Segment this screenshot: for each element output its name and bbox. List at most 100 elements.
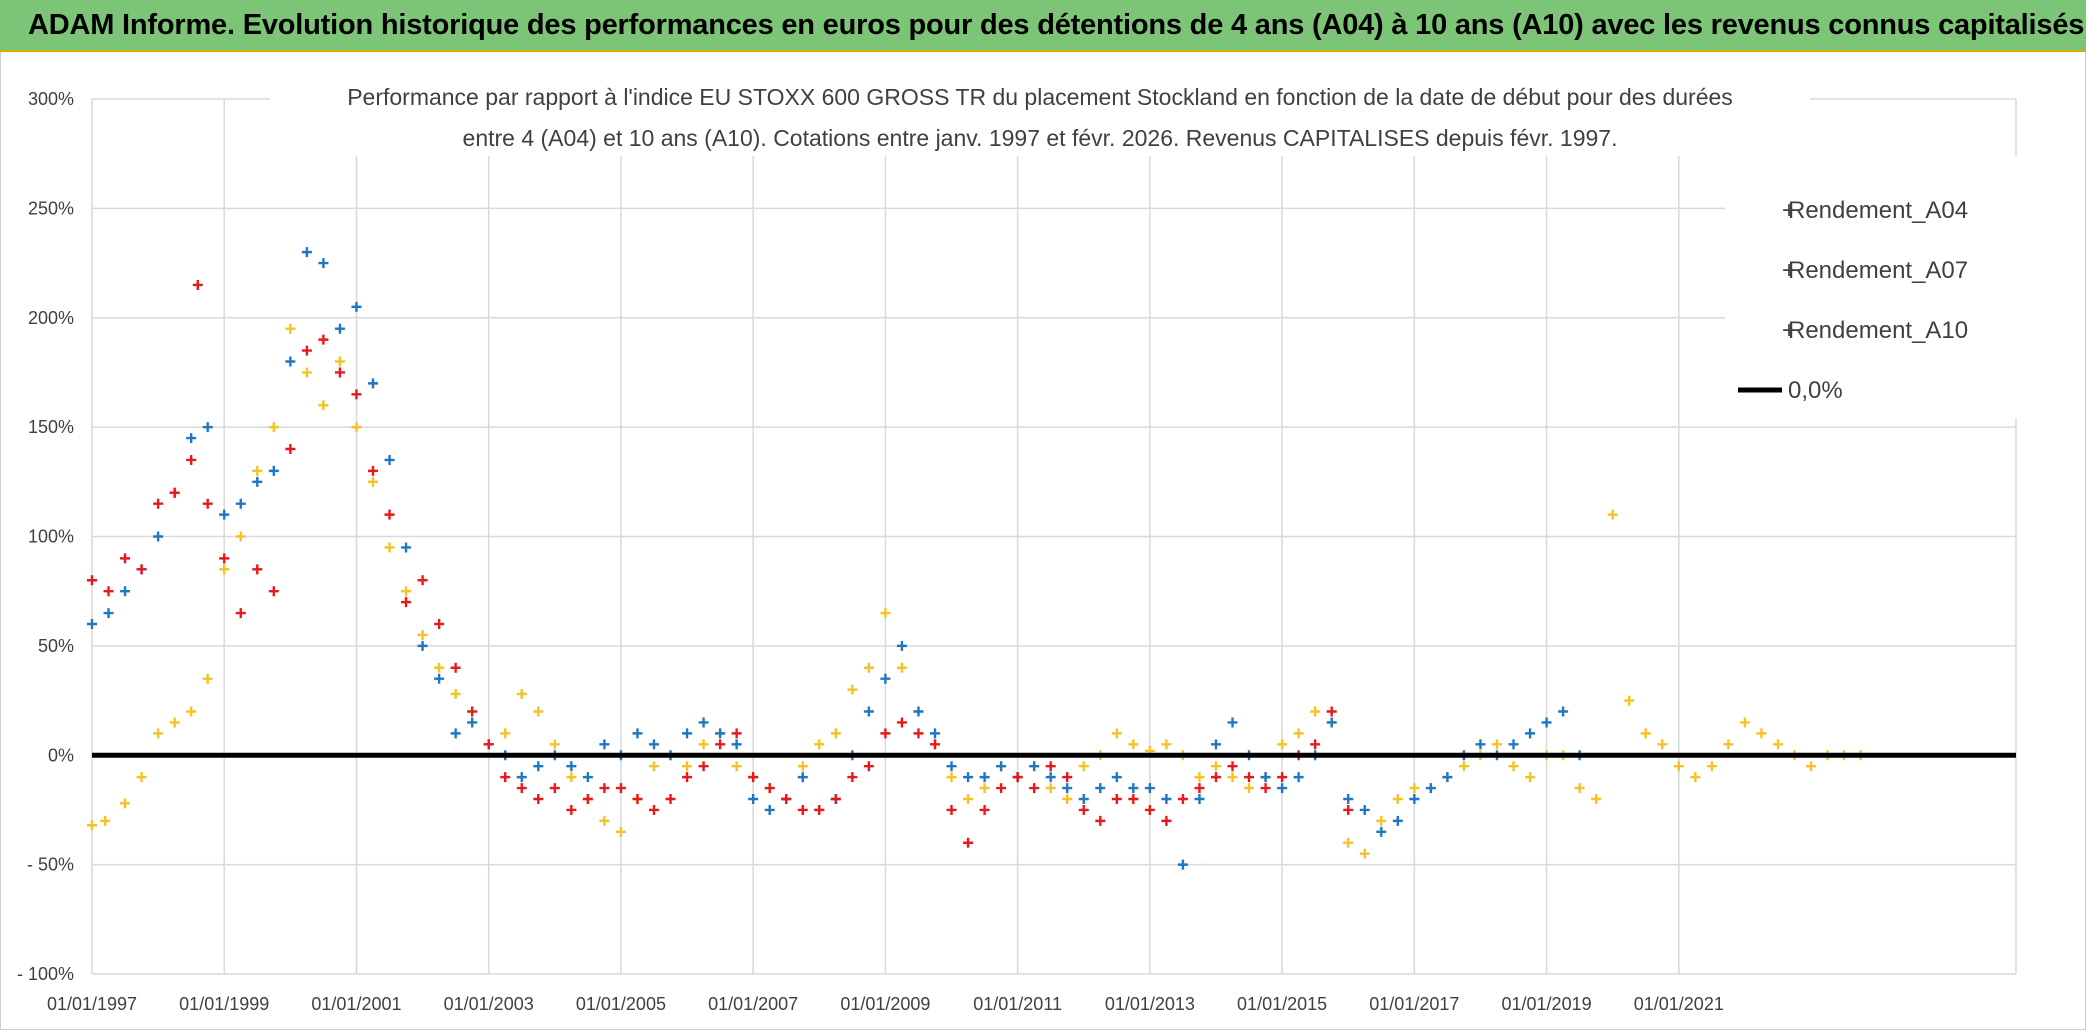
data-point (1508, 739, 1519, 750)
data-point (169, 717, 180, 728)
data-point (351, 422, 362, 433)
data-point (913, 706, 924, 717)
data-point (1491, 739, 1502, 750)
data-point (946, 772, 957, 783)
x-tick-label: 01/01/2005 (576, 994, 666, 1014)
data-point (516, 783, 527, 794)
data-point (615, 826, 626, 837)
data-point (1359, 848, 1370, 859)
data-point (219, 553, 230, 564)
data-point (863, 706, 874, 717)
page-title: ADAM Informe. Evolution historique des p… (28, 8, 2085, 41)
data-point (1177, 859, 1188, 870)
data-point (615, 783, 626, 794)
data-point (1111, 728, 1122, 739)
y-tick-label: - 100% (17, 964, 74, 984)
data-point (268, 465, 279, 476)
axis-layer: 300% 250% 200% 150% 100% 50% 0% - 50% - 100% 01/0… (17, 89, 1724, 1014)
legend-marker-a07: + (1782, 257, 1796, 284)
data-point (417, 640, 428, 651)
data-point (880, 728, 891, 739)
data-point (1525, 772, 1536, 783)
data-point (1508, 761, 1519, 772)
data-point (120, 586, 131, 597)
data-point (1591, 794, 1602, 804)
data-point (880, 673, 891, 684)
data-point (434, 619, 445, 629)
data-point (1062, 783, 1073, 794)
data-point (682, 761, 693, 772)
data-point (715, 739, 726, 750)
data-point (582, 772, 593, 783)
data-point (1607, 509, 1618, 520)
data-point (1343, 794, 1354, 804)
data-point (318, 334, 329, 345)
data-point (1111, 772, 1122, 783)
data-point (1045, 772, 1056, 783)
data-point (235, 608, 246, 619)
data-point (1227, 717, 1238, 728)
data-point (1128, 739, 1139, 750)
data-point (1078, 804, 1089, 815)
data-point (1177, 794, 1188, 804)
data-point (963, 794, 974, 804)
data-point (401, 542, 412, 553)
data-point (1210, 761, 1221, 772)
data-point (1210, 772, 1221, 783)
data-point (1359, 804, 1370, 815)
x-tick-label: 01/01/2013 (1105, 994, 1195, 1014)
data-point (136, 564, 147, 575)
data-point (500, 728, 511, 739)
data-point (863, 761, 874, 772)
data-point (87, 575, 97, 586)
data-point (1475, 739, 1486, 750)
chart-subtitle-line-2: entre 4 (A04) et 10 ans (A10). Cotations… (463, 125, 1618, 151)
data-point (1657, 739, 1668, 750)
data-point (665, 794, 676, 804)
data-point (698, 717, 709, 728)
data-point (797, 761, 808, 772)
data-point (1078, 761, 1089, 772)
data-point (913, 728, 924, 739)
series-Rendement_A10 (87, 279, 1354, 848)
data-point (979, 772, 990, 783)
x-tick-label: 01/01/2007 (708, 994, 798, 1014)
data-point (533, 706, 544, 717)
data-point (202, 673, 213, 684)
x-tick-label: 01/01/2009 (840, 994, 930, 1014)
data-point (153, 728, 164, 739)
data-point (252, 476, 263, 487)
data-point (1326, 717, 1337, 728)
data-point (648, 804, 659, 815)
data-point (186, 454, 197, 465)
data-point (169, 487, 180, 498)
data-point (434, 662, 445, 673)
data-point (1690, 772, 1701, 783)
data-point (467, 706, 478, 717)
data-point (120, 553, 131, 564)
data-point (1111, 794, 1122, 804)
data-point (1227, 761, 1238, 772)
data-point (549, 739, 560, 750)
data-point (632, 794, 643, 804)
x-tick-label: 01/01/2001 (311, 994, 401, 1014)
data-point (1161, 739, 1172, 750)
data-point (1062, 772, 1073, 783)
legend-label-a07: Rendement_A07 (1788, 257, 1968, 284)
data-point (1541, 717, 1552, 728)
data-point (192, 279, 203, 290)
data-point (417, 629, 428, 640)
data-point (682, 728, 693, 739)
data-point (797, 804, 808, 815)
data-point (384, 542, 395, 553)
data-point (830, 728, 841, 739)
data-point (682, 772, 693, 783)
legend-marker-a10: + (1782, 317, 1796, 344)
x-tick-label: 01/01/2015 (1237, 994, 1327, 1014)
data-point (1161, 794, 1172, 804)
data-point (103, 586, 114, 597)
data-point (252, 465, 263, 476)
x-tick-label: 01/01/2017 (1369, 994, 1459, 1014)
legend-label-a04: Rendement_A04 (1788, 197, 1968, 224)
data-point (285, 356, 296, 367)
